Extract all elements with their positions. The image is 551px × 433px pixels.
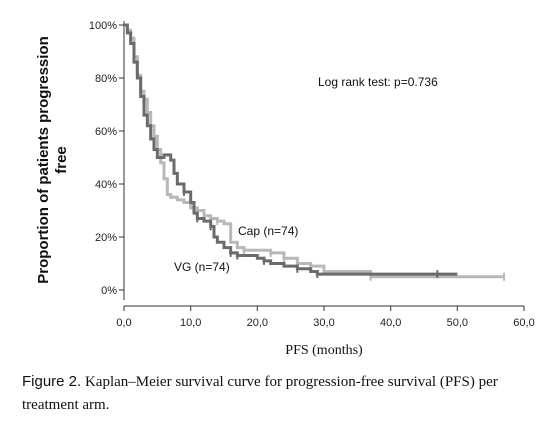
x-tick-label: 0,0 <box>116 317 131 329</box>
y-tick-label: 0% <box>101 285 117 297</box>
series-label-cap: Cap (n=74) <box>238 224 298 238</box>
caption-lead: Figure 2. <box>22 373 82 390</box>
km-chart: 0% 20% 40% 60% 80% 100% 0,0 10,0 20,0 30,0 40,0 50,… <box>35 20 535 358</box>
x-tick-label: 40,0 <box>380 317 401 329</box>
y-axis-label: Proportion of patients progressionfree <box>35 36 70 284</box>
chart-axes: 0% 20% 40% 60% 80% 100% 0,0 10,0 20,0 30,0 40,0 50,… <box>89 20 535 329</box>
x-tick-label: 20,0 <box>247 317 268 329</box>
x-tick-label: 30,0 <box>313 317 334 329</box>
log-rank-annotation: Log rank test: p=0.736 <box>318 75 438 89</box>
y-tick-label: 60% <box>95 126 117 138</box>
series-label-vg: VG (n=74) <box>174 260 230 274</box>
y-tick-label: 40% <box>95 179 117 191</box>
y-tick-label: 80% <box>95 73 117 85</box>
chart-series <box>124 23 505 281</box>
series-line-cap <box>124 23 504 279</box>
figure-caption: Figure 2. Kaplan–Meier survival curve fo… <box>22 370 542 417</box>
x-tick-label: 60,0 <box>513 317 534 329</box>
x-tick-label: 10,0 <box>180 317 201 329</box>
caption-text: Kaplan–Meier survival curve for progress… <box>22 374 498 413</box>
y-tick-label: 20% <box>95 232 117 244</box>
y-tick-label: 100% <box>89 20 117 32</box>
x-tick-label: 50,0 <box>447 317 468 329</box>
series-line-vg <box>124 23 458 276</box>
x-axis-label: PFS (months) <box>285 343 363 358</box>
